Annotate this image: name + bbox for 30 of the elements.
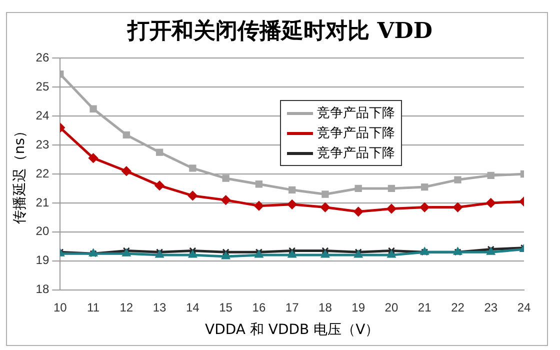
y-tick-label: 25: [36, 79, 50, 94]
y-tick-label: 24: [36, 108, 50, 122]
chart-title: 打开和关闭传播延时对比 VDD: [126, 17, 434, 46]
y-tick-label: 19: [36, 253, 50, 268]
x-tick-label: 13: [152, 300, 167, 314]
x-tick-label: 16: [252, 300, 266, 314]
y-tick-label: 26: [36, 50, 50, 65]
x-tick-label: 18: [318, 300, 332, 314]
x-tick-label: 10: [53, 300, 68, 314]
x-tick-label: 11: [87, 300, 100, 314]
y-axis-title: 传播延迟（ns）: [12, 124, 28, 224]
x-tick-label: 23: [484, 300, 498, 314]
y-tick-label: 18: [36, 282, 50, 296]
x-tick-label: 24: [517, 300, 531, 314]
x-tick-label: 17: [285, 300, 300, 314]
x-axis-title: VDDA 和 VDDB 电压（V）: [205, 322, 380, 338]
y-tick-label: 23: [36, 137, 50, 152]
y-tick-label: 20: [36, 224, 50, 238]
legend-label: 竞争产品下降: [317, 125, 395, 140]
x-tick-label: 20: [384, 300, 398, 314]
x-tick-label: 22: [451, 300, 465, 314]
y-tick-label: 21: [36, 195, 50, 210]
legend-label: 竞争产品下降: [317, 105, 395, 120]
x-tick-label: 14: [186, 300, 200, 314]
legend-label: 竞争产品下降: [317, 145, 395, 160]
y-tick-label: 22: [36, 166, 50, 180]
x-tick-label: 12: [120, 300, 134, 314]
x-tick-label: 21: [418, 300, 432, 314]
x-tick-label: 15: [219, 300, 233, 314]
x-tick-label: 19: [352, 300, 366, 314]
